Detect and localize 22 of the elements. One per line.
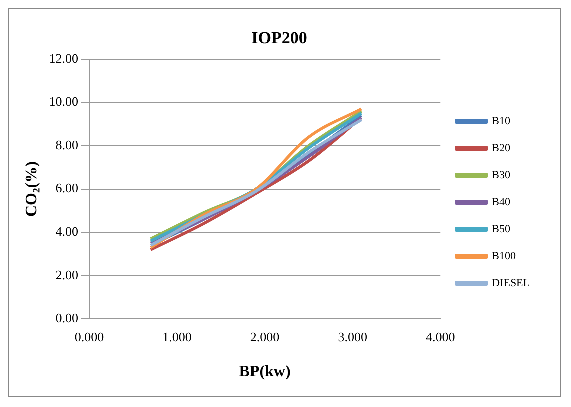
x-tick-label: 4.000	[426, 329, 456, 344]
y-tick-label: 0.00	[56, 310, 78, 326]
y-tick-label: 8.00	[56, 137, 78, 152]
x-tick-label: 2.000	[250, 329, 280, 344]
legend-label: B100	[492, 250, 516, 262]
legend-label: B50	[492, 223, 511, 236]
y-tick-label: 12.00	[49, 50, 78, 66]
legend-label: B20	[492, 142, 511, 154]
x-axis-title: BP(kw)	[239, 364, 291, 381]
legend-label: B30	[492, 169, 511, 182]
chart-title: IOP200	[252, 28, 308, 48]
x-tick-label: 0.000	[74, 329, 104, 344]
legend-label: B40	[492, 196, 511, 208]
y-tick-label: 2.00	[56, 267, 78, 282]
y-tick-label: 6.00	[56, 180, 78, 196]
legend-label: B10	[492, 115, 511, 128]
y-tick-label: 10.00	[49, 94, 78, 110]
x-tick-label: 3.000	[338, 329, 368, 344]
x-tick-label: 1.000	[162, 329, 192, 344]
legend-label: DIESEL	[492, 277, 530, 290]
y-tick-label: 4.00	[56, 224, 78, 240]
y-axis-title: CO₂(%)	[24, 162, 41, 218]
